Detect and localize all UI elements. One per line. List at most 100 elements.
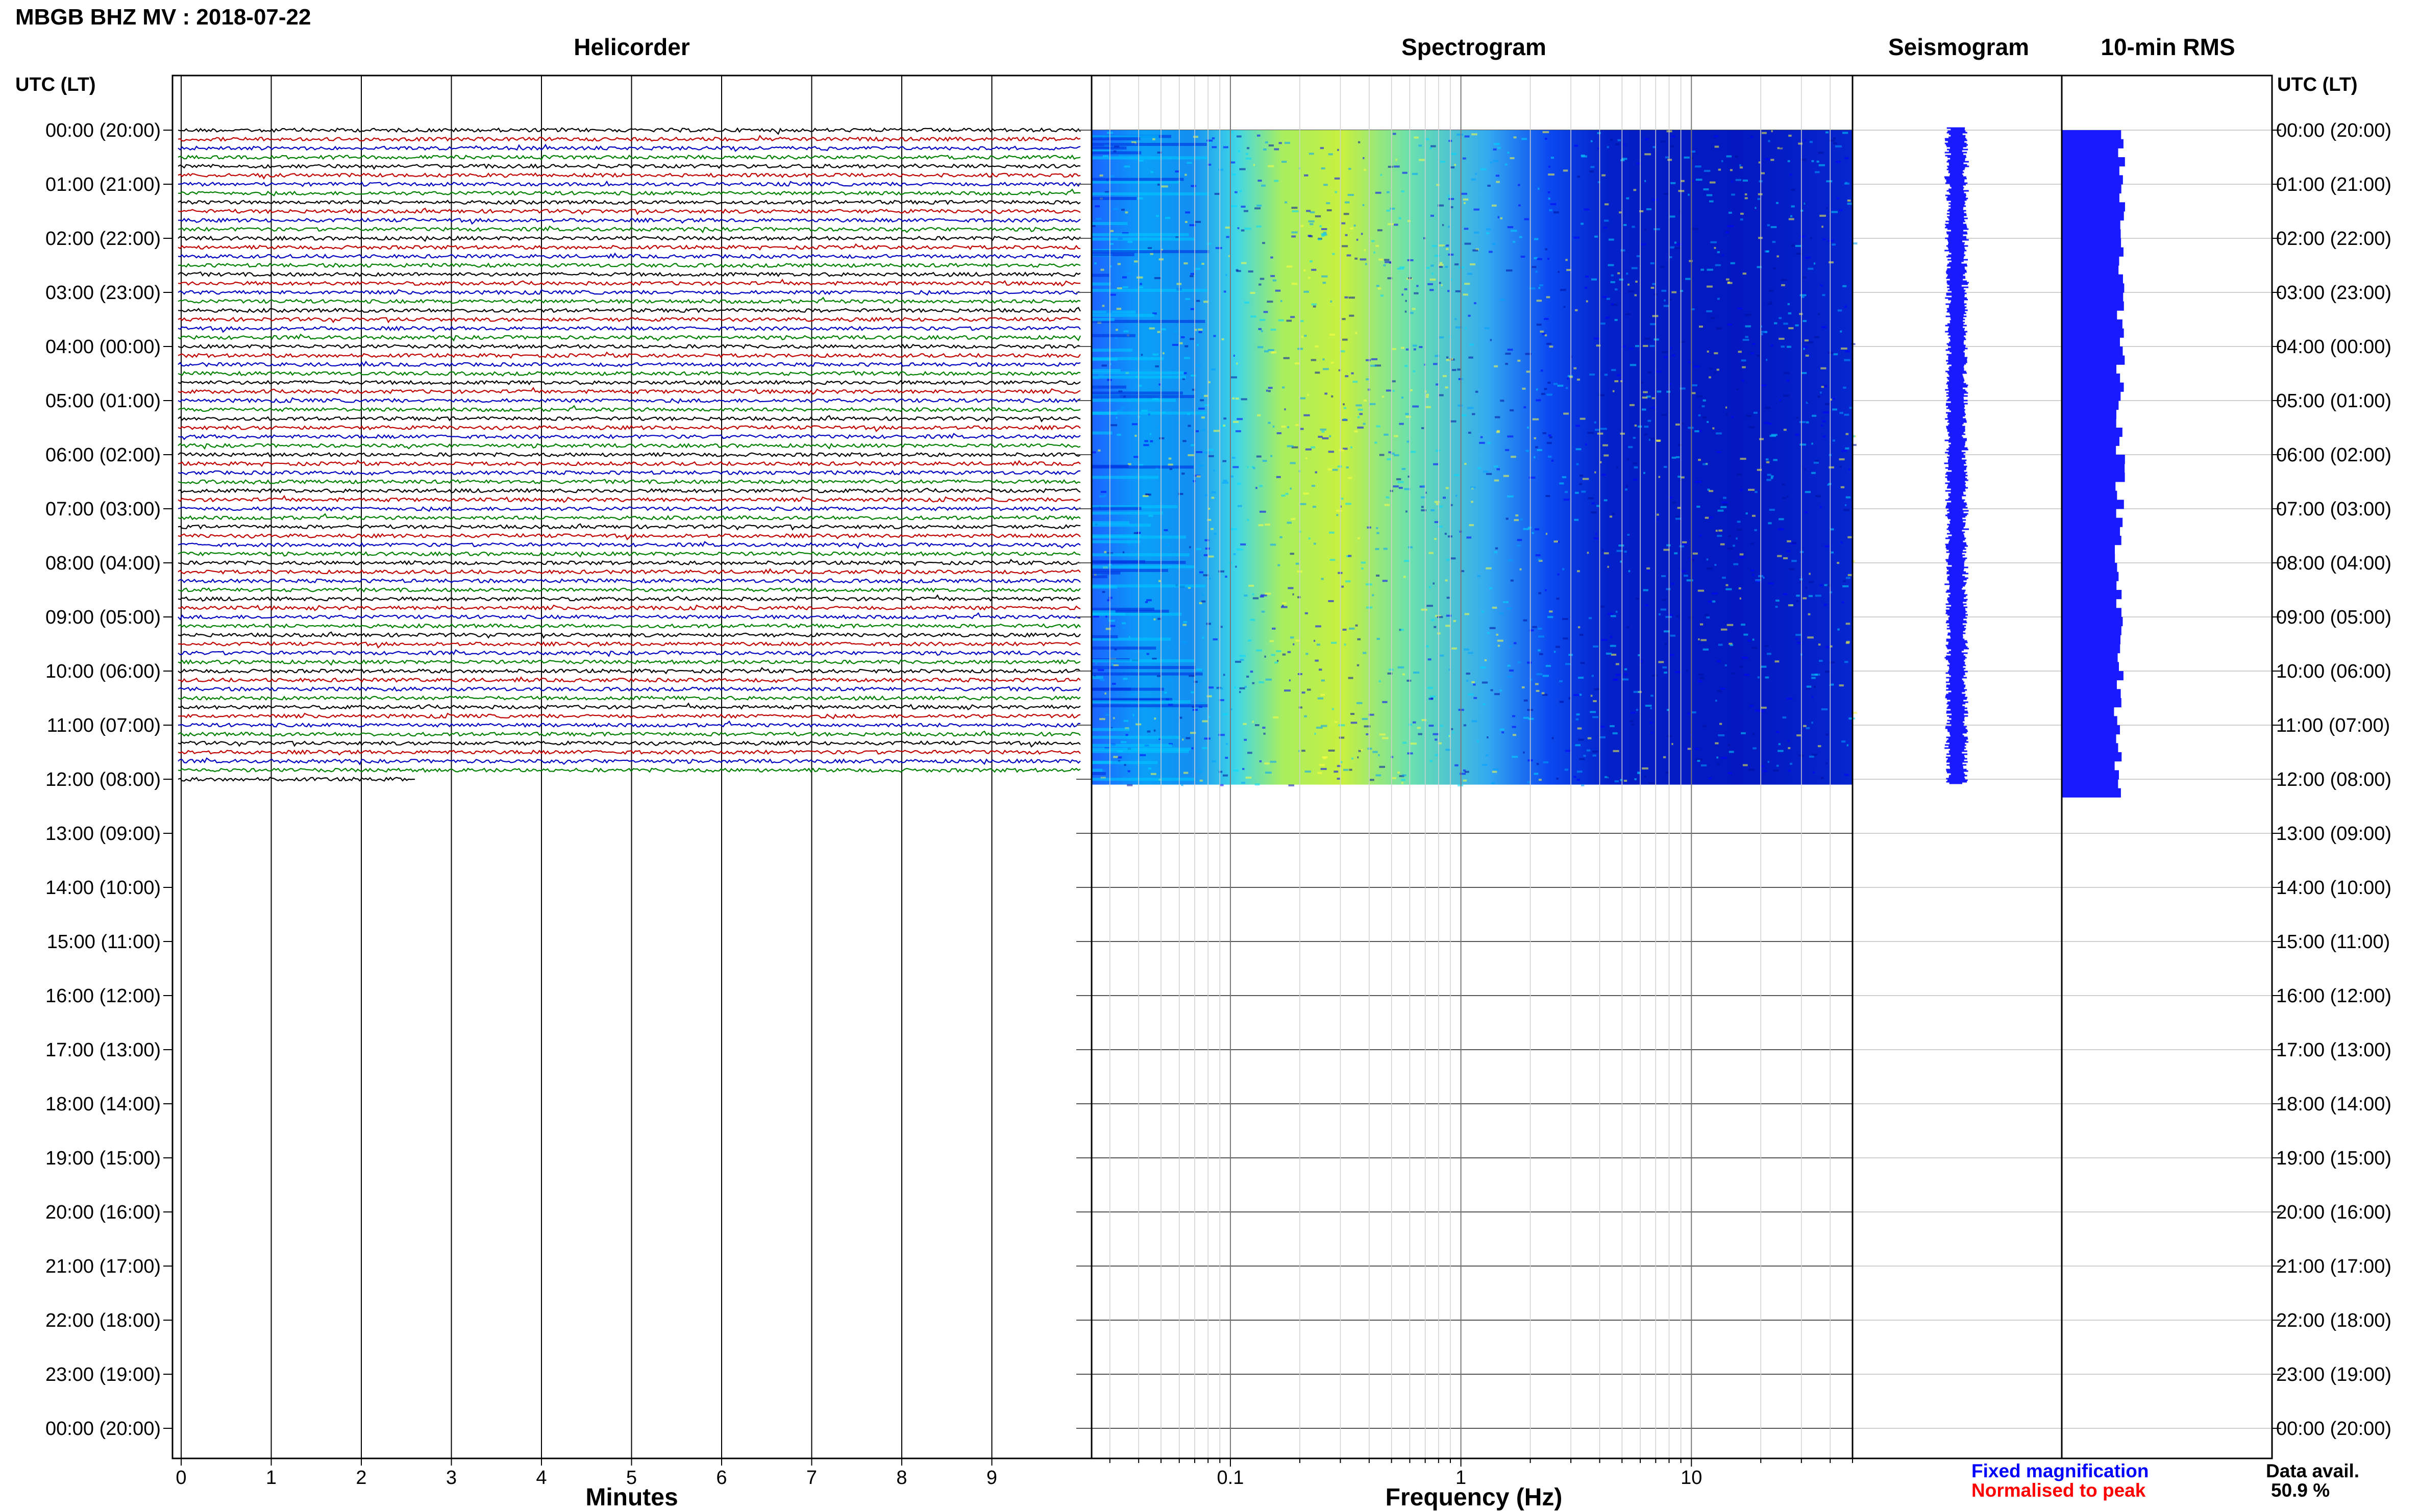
- spectrogram-pixel: [1464, 771, 1469, 773]
- row-label-left: 13:00 (09:00): [45, 823, 161, 845]
- spectrogram-pixel: [1639, 660, 1643, 663]
- rms-bar: [2062, 355, 2125, 365]
- spectrogram-pixel: [1536, 673, 1543, 676]
- spectrogram-pixel: [1164, 529, 1168, 531]
- row-label-left: 01:00 (21:00): [45, 174, 161, 195]
- spectrogram-pixel: [1383, 548, 1388, 550]
- spectrogram-pixel: [1702, 463, 1708, 465]
- spectrogram-pixel: [1260, 278, 1265, 280]
- spectrogram-pixel: [1357, 756, 1359, 759]
- spectrogram-pixel: [1566, 269, 1572, 271]
- spectrogram-pixel: [1482, 763, 1488, 766]
- spectrogram-pixel: [1539, 559, 1543, 562]
- spectrogram-pixel: [1812, 414, 1817, 417]
- spectrogram-pixel: [1277, 564, 1280, 566]
- spectrogram-pixel: [1468, 432, 1471, 434]
- spectrogram-pixel: [1612, 679, 1618, 681]
- spectrogram-pixel: [1750, 352, 1754, 355]
- spectrogram-band: [1092, 609, 1169, 613]
- spectrogram-pixel: [1489, 587, 1493, 589]
- spectrogram-pixel: [1147, 730, 1151, 733]
- spectrogram-pixel: [1191, 691, 1195, 693]
- spectrogram-pixel: [1599, 461, 1602, 463]
- spectrogram-pixel: [1436, 450, 1440, 452]
- spectrogram-pixel: [1201, 416, 1205, 419]
- spectrogram-pixel: [1827, 483, 1829, 486]
- spectrogram-pixel: [1803, 276, 1807, 279]
- spectrogram-pixel: [1320, 147, 1324, 150]
- spectrogram-pixel: [1321, 578, 1324, 580]
- spectrogram-pixel: [1534, 257, 1538, 259]
- spectrogram-band: [1092, 253, 1134, 256]
- spectrogram-pixel: [1276, 432, 1282, 434]
- spectrogram-pixel: [1693, 365, 1700, 368]
- spectrogram-pixel: [1229, 475, 1234, 478]
- seismogram-title: Seismogram: [1888, 34, 2029, 60]
- spectrogram-pixel: [1243, 723, 1247, 725]
- spectrogram-pixel: [1791, 244, 1795, 247]
- spectrogram-pixel: [1829, 261, 1834, 264]
- spectrogram-pixel: [1718, 734, 1725, 736]
- spectrogram-pixel: [1192, 709, 1198, 711]
- spectrogram-pixel: [1524, 218, 1529, 220]
- spectrogram-pixel: [1581, 222, 1584, 225]
- spectrogram-pixel: [1745, 512, 1748, 515]
- spectrogram-pixel: [1311, 485, 1316, 487]
- row-label-left: 18:00 (14:00): [45, 1094, 161, 1115]
- spectrogram-pixel: [1378, 258, 1384, 261]
- spectrogram-pixel: [1633, 690, 1640, 693]
- spectrogram-pixel: [1534, 238, 1539, 240]
- spectrogram-pixel: [1805, 688, 1810, 690]
- spectrogram-pixel: [1509, 645, 1513, 648]
- spectrogram-pixel: [1630, 711, 1636, 714]
- helicorder-trace: [178, 296, 1081, 304]
- spectrogram-pixel: [1543, 761, 1549, 763]
- spectrogram-pixel: [1633, 478, 1638, 481]
- spectrogram-pixel: [1205, 548, 1210, 550]
- spectrogram-pixel: [1304, 715, 1307, 717]
- spectrogram-pixel: [1099, 495, 1105, 498]
- spectrogram-pixel: [1749, 426, 1755, 429]
- spectrogram-pixel: [1307, 393, 1309, 396]
- helicorder-trace: [178, 623, 1081, 629]
- helicorder-trace: [178, 740, 1081, 748]
- spectrogram-pixel: [1236, 135, 1242, 138]
- spectrogram-pixel: [1284, 142, 1290, 144]
- spectrogram-pixel: [1778, 750, 1784, 752]
- spectrogram-pixel: [1152, 138, 1155, 140]
- spectrogram-pixel: [1701, 405, 1705, 408]
- spectrogram-pixel: [1628, 570, 1631, 573]
- spectrogram-pixel: [1825, 733, 1829, 736]
- helicorder-trace: [178, 513, 1081, 520]
- spectrogram-pixel: [1593, 700, 1597, 702]
- spectrogram-pixel: [1284, 408, 1286, 411]
- spectrogram-pixel: [1433, 582, 1435, 585]
- spectrogram-pixel: [1706, 310, 1713, 313]
- spectrogram-pixel: [1766, 359, 1768, 361]
- spectrogram-pixel: [1808, 581, 1814, 583]
- spectrogram-pixel: [1505, 517, 1509, 520]
- spectrogram-pixel: [1161, 328, 1166, 331]
- spectrogram-pixel: [1844, 182, 1850, 185]
- spectrogram-pixel: [1807, 636, 1814, 639]
- spectrogram-pixel: [1336, 514, 1339, 516]
- spectrogram-band: [1092, 371, 1184, 375]
- spectrogram-pixel: [1405, 348, 1409, 351]
- spectrogram-pixel: [1806, 421, 1809, 424]
- spectrogram-pixel: [1687, 748, 1691, 750]
- spectrogram-pixel: [1778, 743, 1781, 746]
- spectrogram-pixel: [1234, 686, 1237, 689]
- spectrogram-pixel: [1117, 409, 1123, 412]
- spectrogram-pixel: [1487, 736, 1489, 739]
- spectrogram-pixel: [1620, 159, 1625, 162]
- spectrogram-pixel: [1122, 276, 1127, 279]
- spectrogram-pixel: [1767, 474, 1771, 476]
- spectrogram-pixel: [1581, 154, 1585, 157]
- spectrogram-pixel: [1588, 497, 1594, 500]
- rms-bar: [2062, 310, 2117, 320]
- spectrogram-pixel: [1727, 282, 1733, 284]
- spectrogram-pixel: [1230, 205, 1238, 208]
- spectrogram-pixel: [1413, 370, 1416, 373]
- spectrogram-pixel: [1236, 270, 1241, 272]
- rms-bar: [2062, 445, 2116, 455]
